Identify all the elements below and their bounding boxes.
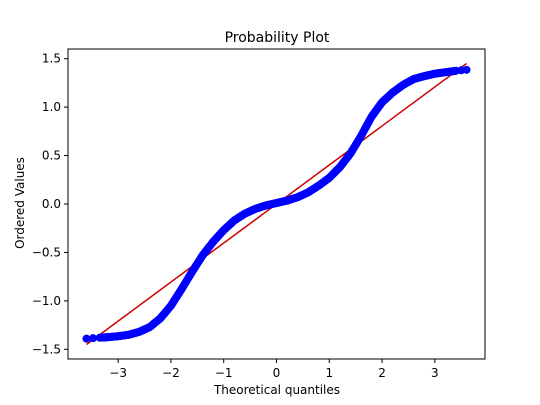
y-tick-label: −1.5 — [32, 342, 61, 356]
points-layer — [82, 65, 471, 343]
x-tick-label: 3 — [431, 366, 439, 380]
y-tick-label: −1.0 — [32, 294, 61, 308]
x-tick-label: −1 — [215, 366, 233, 380]
y-tick-label: 0.0 — [42, 197, 61, 211]
y-tick-label: 1.5 — [42, 52, 61, 66]
x-tick-label: −3 — [109, 366, 127, 380]
x-axis-ticks: −3 −2 −1 0 1 2 3 — [109, 359, 439, 380]
x-tick-label: 2 — [378, 366, 386, 380]
y-tick-label: 0.5 — [42, 149, 61, 163]
y-axis-ticks: −1.5 −1.0 −0.5 0.0 0.5 1.0 1.5 — [32, 52, 68, 356]
x-axis-label: Theoretical quantiles — [213, 383, 340, 397]
data-point — [89, 334, 98, 343]
y-tick-label: 1.0 — [42, 100, 61, 114]
y-tick-label: −0.5 — [32, 245, 61, 259]
chart-title: Probability Plot — [225, 30, 330, 46]
data-point — [82, 334, 91, 343]
y-axis-label: Ordered Values — [13, 157, 27, 249]
x-tick-label: 0 — [273, 366, 281, 380]
x-tick-label: −2 — [162, 366, 180, 380]
data-point — [462, 65, 471, 74]
x-tick-label: 1 — [325, 366, 333, 380]
